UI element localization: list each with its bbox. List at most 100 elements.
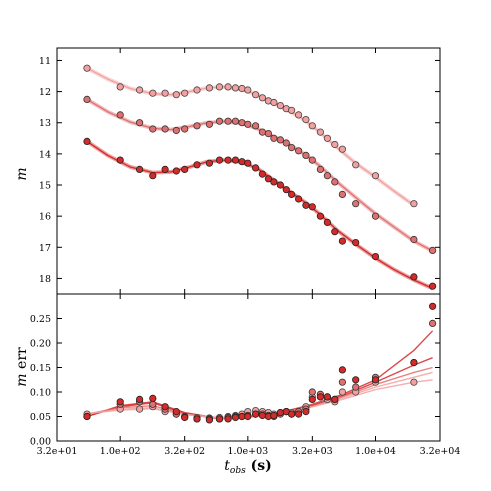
data-point — [371, 253, 380, 261]
data-point — [231, 413, 240, 422]
data-point — [371, 172, 380, 180]
data-point — [136, 165, 144, 173]
data-point — [316, 165, 324, 173]
data-point — [276, 136, 284, 144]
data-point — [231, 117, 240, 125]
data-point — [352, 376, 360, 384]
data-point — [428, 246, 437, 254]
bottom-axes-frame — [56, 293, 441, 442]
data-point — [238, 158, 246, 166]
top-y-tick-label: 12 — [39, 87, 51, 98]
data-point — [264, 175, 272, 183]
data-point — [258, 411, 266, 420]
data-point — [224, 415, 232, 423]
data-point — [338, 388, 346, 396]
data-point — [294, 410, 303, 418]
x-tick-label: 3.2e+02 — [164, 446, 205, 457]
data-point — [193, 161, 201, 169]
x-axis-label-unit: (s) — [246, 458, 272, 474]
data-point — [276, 408, 284, 417]
bottom-y-axis-label: m err — [14, 347, 30, 387]
bottom-y-tick-label: 0.25 — [30, 314, 51, 325]
data-point — [302, 116, 310, 124]
x-tick-label: 1.0e+03 — [227, 446, 268, 457]
data-point — [428, 319, 437, 327]
data-point — [308, 388, 316, 396]
data-point — [231, 84, 240, 92]
data-point — [252, 122, 260, 130]
data-point — [323, 134, 331, 142]
data-point — [352, 161, 360, 169]
data-point — [224, 156, 232, 164]
top-y-tick-label: 13 — [39, 118, 51, 129]
data-point — [410, 273, 418, 281]
data-point — [136, 405, 144, 413]
data-point — [410, 378, 418, 386]
data-point — [149, 125, 157, 133]
data-point — [270, 178, 278, 186]
data-point — [428, 282, 437, 290]
data-point — [244, 86, 252, 94]
data-point — [181, 165, 189, 173]
data-point — [215, 117, 224, 125]
data-point — [302, 201, 310, 209]
data-point — [136, 86, 144, 94]
bottom-y-tick-label: 0.00 — [30, 437, 51, 448]
data-point — [116, 83, 124, 91]
data-point — [371, 212, 380, 220]
data-point — [287, 144, 296, 152]
data-point — [161, 403, 169, 411]
data-point — [181, 125, 189, 133]
data-point — [287, 190, 296, 198]
data-point — [316, 212, 324, 220]
data-point — [83, 137, 91, 145]
bottom-y-axis-label-err: err — [14, 347, 30, 373]
top-y-tick-label: 14 — [39, 149, 51, 160]
data-point — [287, 106, 296, 114]
data-point — [323, 218, 331, 226]
data-point — [252, 164, 260, 172]
data-point — [338, 190, 346, 198]
data-point — [338, 145, 346, 153]
data-point — [258, 170, 266, 178]
data-point — [410, 235, 418, 244]
data-point — [161, 89, 169, 97]
data-point — [116, 398, 124, 406]
bottom-y-axis-label-m: m — [14, 373, 30, 386]
data-point — [149, 394, 157, 402]
top-y-tick-label: 15 — [39, 181, 51, 192]
data-point — [215, 415, 224, 423]
data-point — [205, 84, 213, 92]
data-point — [270, 134, 278, 142]
data-point — [410, 358, 418, 367]
data-point — [258, 94, 266, 102]
x-tick-label: 1.0e+04 — [355, 446, 396, 457]
data-point — [287, 410, 296, 418]
top-y-tick-label: 18 — [39, 274, 51, 285]
data-point — [270, 98, 278, 107]
bottom-y-ticks: 0.00 0.05 0.10 0.15 0.20 0.25 — [30, 314, 440, 448]
data-point — [352, 383, 360, 391]
data-point — [371, 376, 380, 384]
data-point — [83, 95, 91, 104]
data-point — [83, 412, 91, 421]
data-point — [282, 139, 290, 147]
bottom-data-points — [83, 302, 437, 424]
data-point — [282, 186, 290, 194]
bottom-y-tick-label: 0.05 — [30, 412, 51, 423]
data-point — [331, 178, 339, 186]
data-point — [181, 413, 189, 422]
x-tick-label: 3.2e+04 — [420, 446, 461, 457]
data-point — [244, 120, 252, 128]
top-y-tick-label: 11 — [39, 56, 51, 67]
data-point — [238, 84, 246, 93]
data-point — [294, 147, 303, 155]
top-panel: 11 12 13 14 15 16 17 18 — [39, 47, 441, 295]
data-point — [205, 159, 213, 167]
data-point — [205, 120, 213, 128]
data-point — [352, 200, 360, 208]
x-tick-label: 3.2e+01 — [37, 446, 78, 457]
data-point — [316, 128, 324, 136]
data-point — [136, 395, 144, 403]
